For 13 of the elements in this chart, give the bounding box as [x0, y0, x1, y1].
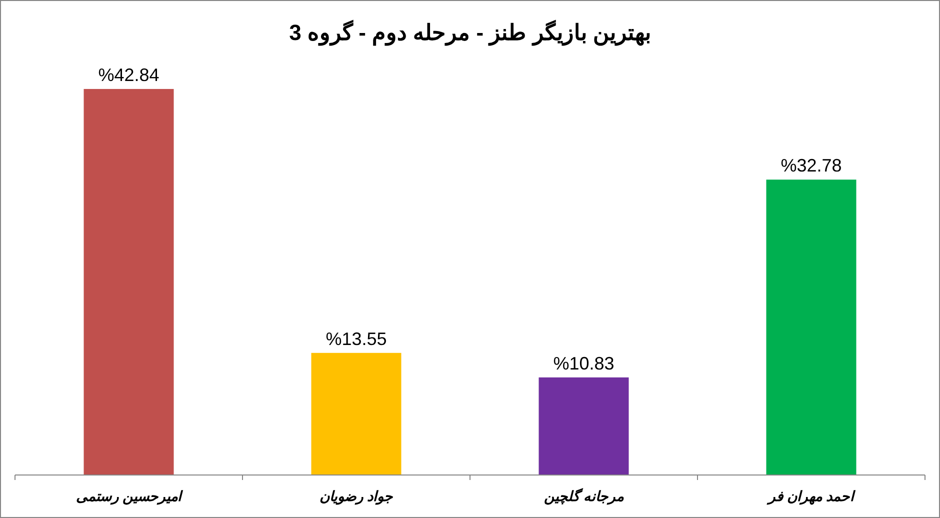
- x-tick-label: امیرحسین رستمی: [76, 488, 184, 505]
- x-tick-label: احمد مهران فر: [766, 488, 856, 505]
- x-tick-label: جواد رضویان: [319, 488, 394, 505]
- x-tick-label: مرجانه گلچین: [544, 488, 625, 505]
- data-label: %42.84: [98, 64, 160, 85]
- bar: [538, 377, 629, 475]
- chart-title: بهترین بازیگر طنز - مرحله دوم - گروه 3: [289, 19, 651, 46]
- bar: [311, 352, 402, 475]
- bar: [766, 180, 856, 475]
- data-label: %32.78: [780, 156, 842, 176]
- data-label: %13.55: [326, 328, 387, 349]
- bar: [84, 88, 174, 475]
- data-label: %10.83: [553, 353, 614, 374]
